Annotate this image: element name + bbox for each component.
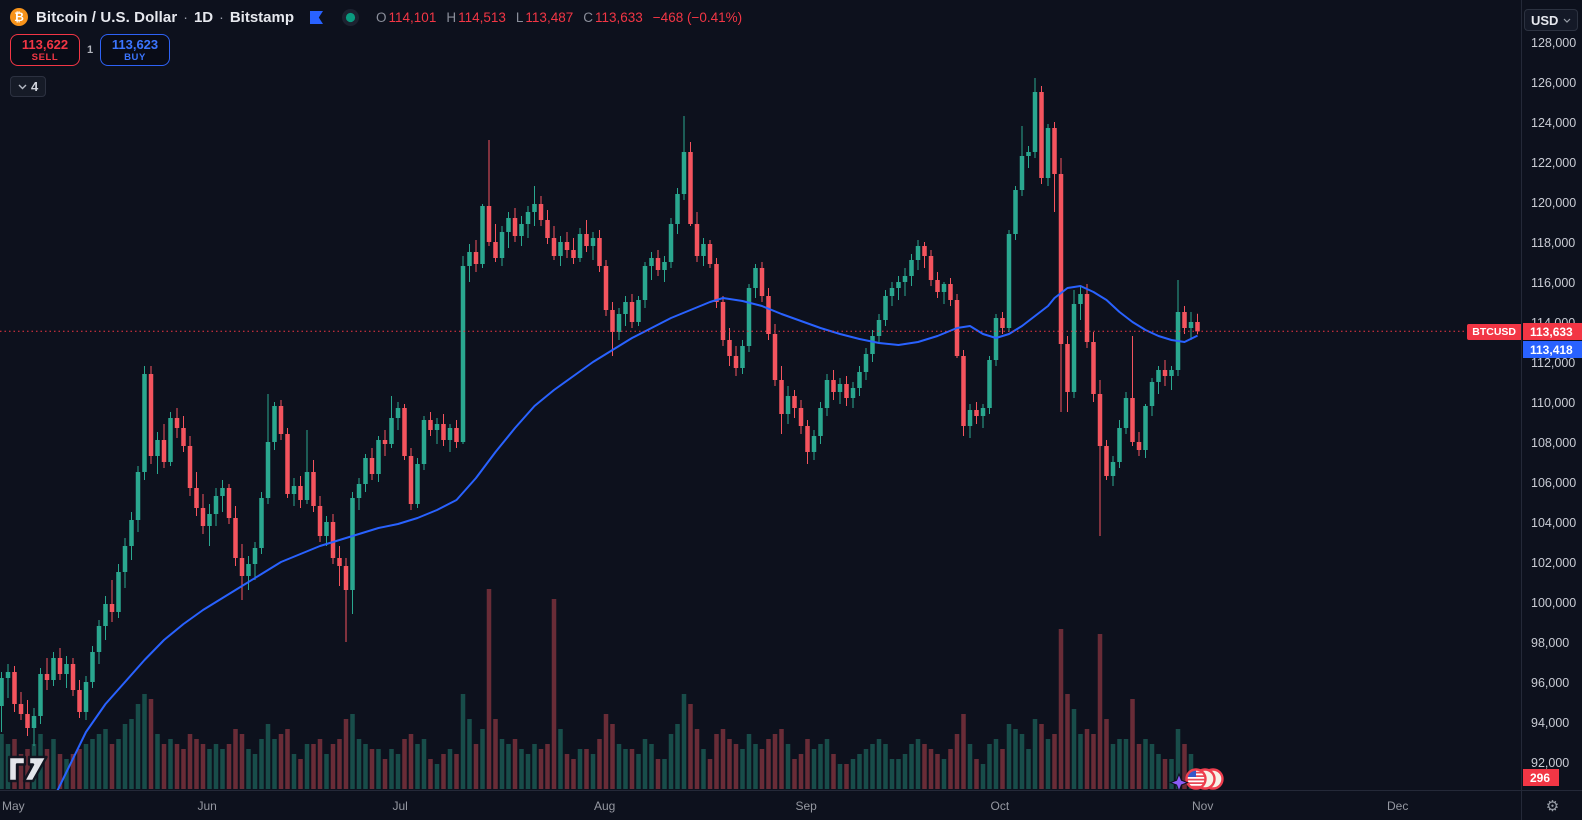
time-axis-label: Aug: [594, 799, 616, 813]
high-label: H: [446, 9, 457, 25]
buy-price: 113,623: [111, 36, 159, 52]
sell-button[interactable]: 113,622 SELL: [10, 34, 80, 66]
price-tick-label: 96,000: [1531, 676, 1570, 690]
time-axis-label: Nov: [1192, 799, 1214, 813]
price-tick-label: 118,000: [1531, 236, 1576, 250]
timeframe-label[interactable]: 1D: [193, 8, 214, 26]
high-value: 114,513: [458, 9, 506, 25]
legend-collapse-toggle[interactable]: 4: [10, 76, 47, 97]
price-tick-label: 98,000: [1531, 636, 1570, 650]
time-axis-label: Oct: [990, 799, 1010, 813]
price-tick-label: 110,000: [1531, 396, 1576, 410]
exchange-label[interactable]: Bitstamp: [229, 8, 295, 26]
time-axis-label: Jun: [197, 799, 217, 813]
currency-selector[interactable]: USD: [1524, 9, 1578, 31]
separator: ·: [219, 9, 224, 25]
hidden-indicator-count: 4: [31, 79, 39, 94]
low-label: L: [515, 9, 524, 25]
price-tick-label: 92,000: [1531, 756, 1570, 770]
symbol-title[interactable]: Bitcoin / U.S. Dollar: [36, 8, 178, 26]
price-tick-label: 128,000: [1531, 36, 1577, 50]
bitcoin-logo-icon: ₿: [10, 8, 28, 26]
chevron-down-icon: [1563, 18, 1571, 23]
chevron-down-icon: [18, 84, 27, 89]
symbol-price-tag: BTCUSD: [1467, 324, 1521, 340]
flag-icon[interactable]: [308, 9, 325, 26]
time-axis[interactable]: May Jun Jul Aug Sep Oct Nov Dec: [0, 790, 1521, 820]
spread-value: 1: [86, 44, 94, 56]
market-status-icon[interactable]: [341, 8, 360, 27]
open-label: O: [376, 9, 387, 25]
sparkle-icon: [1169, 772, 1189, 790]
axis-settings-corner: ⚙: [1521, 790, 1582, 820]
price-tick-label: 102,000: [1531, 556, 1577, 570]
price-tick-label: 120,000: [1531, 196, 1577, 210]
low-value: 113,487: [525, 9, 574, 25]
buy-button[interactable]: 113,623 BUY: [100, 34, 170, 66]
close-value: 113,633: [594, 9, 643, 25]
price-tick-label: 94,000: [1531, 716, 1570, 730]
time-axis-label: Jul: [392, 799, 408, 813]
separator: ·: [183, 9, 188, 25]
ohlc-values: O 114,101 H 114,513 L 113,487 C 113,633 −468…: [376, 10, 742, 25]
last-price-label: 113,633: [1523, 323, 1582, 340]
chart-header: ₿ Bitcoin / U.S. Dollar · 1D · Bitstamp …: [10, 6, 742, 97]
price-tick-label: 126,000: [1531, 76, 1577, 90]
sell-label: SELL: [31, 51, 59, 63]
time-axis-label: May: [2, 799, 25, 813]
price-tick-label: 122,000: [1531, 156, 1577, 170]
sell-price: 113,622: [21, 36, 69, 52]
ma-value-label: 113,418: [1523, 341, 1582, 358]
close-label: C: [583, 9, 593, 25]
open-value: 114,101: [388, 9, 437, 25]
candlestick-series: [0, 78, 1468, 790]
economic-event-icons[interactable]: [1169, 768, 1224, 791]
price-tick-label: 116,000: [1531, 276, 1576, 290]
us-flag-icon: [1187, 770, 1205, 788]
price-tick-label: 106,000: [1531, 476, 1577, 490]
chart-pane[interactable]: [0, 0, 1521, 790]
price-tick-label: 112,000: [1531, 356, 1576, 370]
buy-label: BUY: [124, 51, 146, 63]
volume-value-label: 296: [1523, 769, 1559, 786]
price-axis[interactable]: 92,000 94,000 96,000 98,000 100,000 102,000 10…: [1521, 0, 1582, 790]
tradingview-watermark[interactable]: [7, 755, 48, 783]
price-tick-label: 100,000: [1531, 596, 1577, 610]
currency-label: USD: [1531, 12, 1559, 28]
gear-icon[interactable]: ⚙: [1545, 797, 1560, 815]
price-tick-label: 104,000: [1531, 516, 1577, 530]
price-tick-label: 124,000: [1531, 116, 1577, 130]
time-axis-label: Sep: [795, 799, 817, 813]
time-axis-label: Dec: [1387, 799, 1409, 813]
change-value: −468 (−0.41%): [652, 9, 743, 25]
price-tick-label: 108,000: [1531, 436, 1577, 450]
